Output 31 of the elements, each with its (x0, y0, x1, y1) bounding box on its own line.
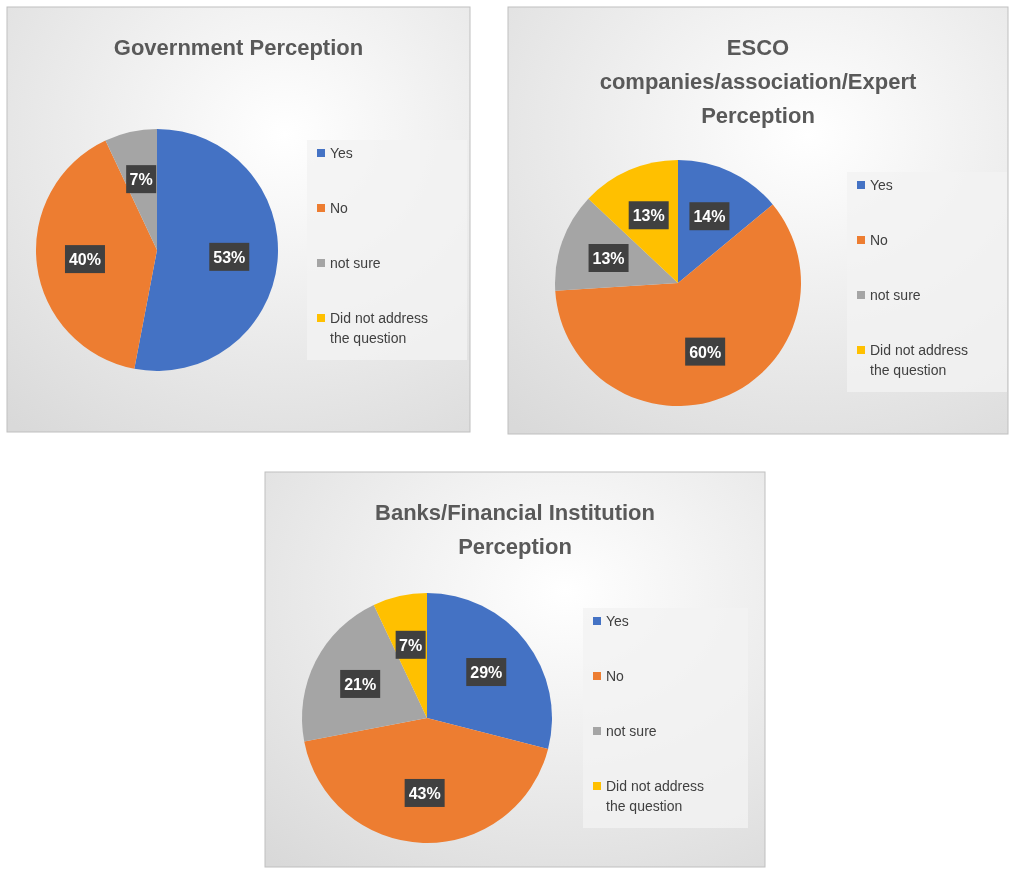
data-label: 21% (344, 675, 377, 693)
data-label: 29% (470, 664, 503, 682)
data-label: 60% (689, 343, 722, 361)
legend-label: Did not address the question (606, 778, 705, 814)
legend-label: Yes (330, 145, 353, 161)
legend-label: Yes (606, 613, 629, 629)
chart-title: ESCO companies/association/Expert Perception (599, 35, 918, 128)
data-label: 53% (213, 248, 246, 266)
data-label: 13% (592, 250, 625, 267)
legend-label: Yes (870, 177, 893, 193)
data-label: 7% (129, 171, 153, 189)
data-label: 14% (693, 208, 726, 226)
data-label: 13% (632, 207, 665, 225)
data-label: 7% (399, 636, 423, 654)
pie-slice (555, 204, 801, 406)
legend-label: not sure (330, 255, 381, 271)
pie-slice (36, 140, 157, 369)
pie-slice (304, 718, 549, 843)
legend-label: No (606, 668, 625, 684)
legend-label: not sure (606, 723, 657, 739)
data-label: 43% (408, 784, 441, 802)
legend-label: not sure (870, 287, 921, 303)
pie-slice (302, 604, 427, 742)
chart-title: Government Perception (113, 35, 364, 60)
data-label: 40% (68, 251, 101, 269)
chart-title: Banks/Financial Institution Perception (375, 500, 655, 559)
legend-label: No (870, 232, 889, 248)
legend-label: Did not address the question (330, 310, 429, 346)
legend-label: No (330, 200, 349, 216)
pie-slice (427, 593, 552, 750)
legend-label: Did not address the question (870, 342, 969, 378)
